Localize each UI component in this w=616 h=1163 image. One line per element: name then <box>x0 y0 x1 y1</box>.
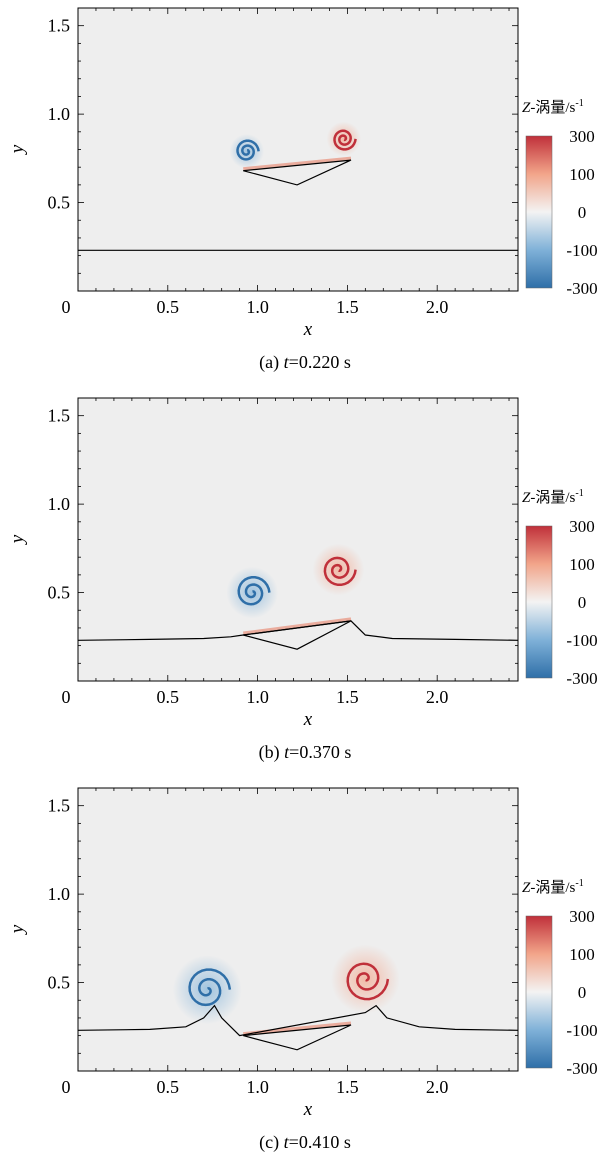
free-surface-line <box>77 1004 519 1037</box>
x-tick-label: 0.5 <box>157 297 180 317</box>
x-tick-label: 0 <box>62 297 71 317</box>
colorbar-tick-label: -300 <box>566 669 597 688</box>
vortex-1 <box>188 968 232 1007</box>
x-tick-label: 1.5 <box>336 1077 359 1097</box>
x-tick-label: 2.0 <box>426 297 449 317</box>
shear-layer <box>243 617 352 635</box>
colorbar-tick-label: -100 <box>566 1021 597 1040</box>
panel-1: 0 0.5 1.0 1.5 2.0 0.5 1.0 1.5 x y (a) t=0.220 s Z-涡… <box>7 7 598 373</box>
colorbar-tick-label: 300 <box>569 127 595 146</box>
x-tick-label: 0.5 <box>157 687 180 707</box>
colorbar: Z-涡量/s-1 300 100 0 -100 -300 <box>522 98 598 298</box>
x-tick-label: 1.0 <box>246 1077 269 1097</box>
colorbar-tick-label: 100 <box>569 945 595 964</box>
vortex-glow <box>312 543 365 596</box>
x-axis-label: x <box>303 1099 313 1120</box>
x-tick-label: 2.0 <box>426 1077 449 1097</box>
plot-area <box>78 398 518 681</box>
x-tick-label: 1.5 <box>336 687 359 707</box>
vortex-glow <box>326 121 362 157</box>
colorbar-gradient <box>525 135 553 289</box>
plot-area <box>78 788 518 1071</box>
plot-area <box>78 8 518 291</box>
y-tick-label: 0.5 <box>48 583 71 603</box>
colorbar-title: Z-涡量/s-1 <box>522 98 584 116</box>
vortex-2 <box>346 962 390 1001</box>
colorbar-tick-label: 0 <box>578 593 587 612</box>
colorbar-tick-label: 100 <box>569 165 595 184</box>
y-axis-label: y <box>7 144 28 155</box>
vortex-glow <box>330 944 400 1014</box>
panel-caption: (b) t=0.370 s <box>259 742 352 763</box>
colorbar-gradient <box>525 525 553 679</box>
y-tick-label: 0.5 <box>48 193 71 213</box>
panel-caption: (a) t=0.220 s <box>259 352 351 373</box>
colorbar-gradient <box>525 915 553 1069</box>
colorbar-tick-label: -100 <box>566 241 597 260</box>
y-tick-label: 1.0 <box>48 884 71 904</box>
x-tick-label: 1.0 <box>246 297 269 317</box>
y-tick-label: 0.5 <box>48 973 71 993</box>
shear-layer <box>243 156 352 171</box>
colorbar-title: Z-涡量/s-1 <box>522 878 584 896</box>
x-tick-label: 2.0 <box>426 687 449 707</box>
y-tick-label: 1.5 <box>48 16 71 36</box>
vortex-1 <box>236 139 260 161</box>
colorbar-tick-label: 300 <box>569 907 595 926</box>
colorbar-tick-label: 0 <box>578 983 587 1002</box>
y-tick-label: 1.5 <box>48 796 71 816</box>
wedge-outline <box>243 1024 352 1051</box>
y-axis-label: y <box>7 534 28 545</box>
vortex-2 <box>323 556 357 587</box>
colorbar-tick-label: -100 <box>566 631 597 650</box>
x-tick-label: 0.5 <box>157 1077 180 1097</box>
vortex-glow <box>172 955 242 1025</box>
x-tick-label: 1.5 <box>336 297 359 317</box>
x-tick-label: 0 <box>62 1077 71 1097</box>
colorbar-tick-label: -300 <box>566 279 597 298</box>
vortex-glow <box>229 134 265 169</box>
y-tick-label: 1.0 <box>48 494 71 514</box>
wedge-outline <box>243 159 352 186</box>
colorbar: Z-涡量/s-1 300 100 0 -100 -300 <box>522 488 598 688</box>
vortex-2 <box>333 129 357 151</box>
x-axis-label: x <box>303 709 313 730</box>
wedge-outline <box>243 620 352 650</box>
y-tick-label: 1.0 <box>48 104 71 124</box>
colorbar-title: Z-涡量/s-1 <box>522 488 584 506</box>
panel-caption: (c) t=0.410 s <box>259 1132 351 1153</box>
colorbar-tick-label: 100 <box>569 555 595 574</box>
panel-2: 0 0.5 1.0 1.5 2.0 0.5 1.0 1.5 x y (b) t=0.370 s Z-涡… <box>7 397 598 763</box>
vortex-glow <box>226 566 279 619</box>
colorbar-tick-label: 300 <box>569 517 595 536</box>
x-axis-label: x <box>303 319 313 340</box>
colorbar: Z-涡量/s-1 300 100 0 -100 -300 <box>522 878 598 1078</box>
x-tick-label: 0 <box>62 687 71 707</box>
colorbar-tick-label: 0 <box>578 203 587 222</box>
x-tick-label: 1.0 <box>246 687 269 707</box>
y-axis-label: y <box>7 924 28 935</box>
colorbar-tick-label: -300 <box>566 1059 597 1078</box>
panel-3: 0 0.5 1.0 1.5 2.0 0.5 1.0 1.5 x y (c) t=0.410 s Z-涡… <box>7 787 598 1153</box>
vortex-1 <box>237 576 271 606</box>
y-tick-label: 1.5 <box>48 406 71 426</box>
